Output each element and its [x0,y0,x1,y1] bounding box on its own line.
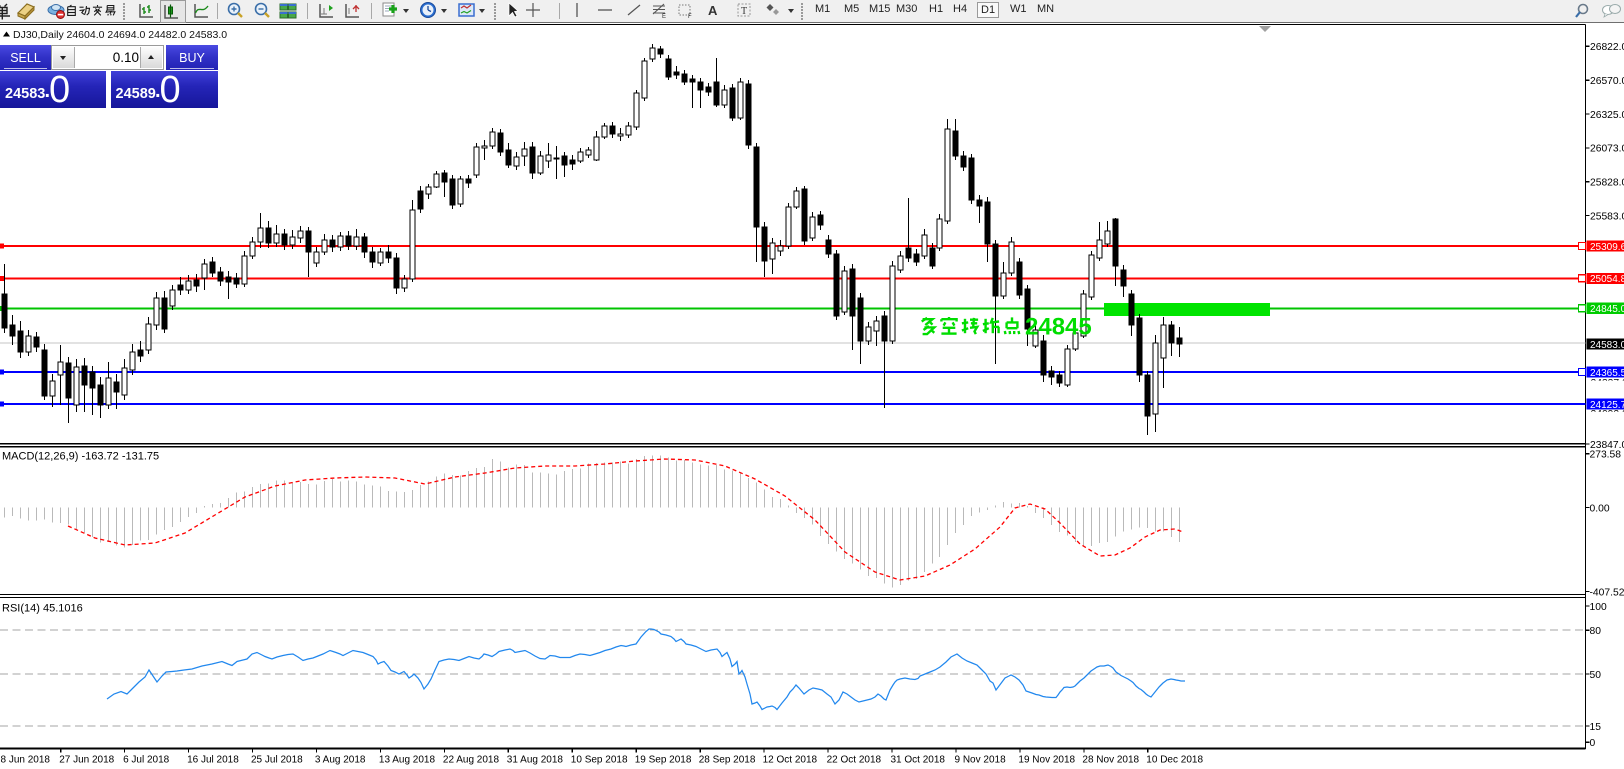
svg-text:MACD(12,26,9) -163.72 -131.75: MACD(12,26,9) -163.72 -131.75 [2,451,159,463]
svg-text:-407.52: -407.52 [1590,587,1624,598]
svg-text:T: T [741,6,747,17]
svg-text:F: F [688,14,692,20]
svg-text:50: 50 [1590,670,1602,681]
svg-text:12 Oct 2018: 12 Oct 2018 [763,755,818,766]
svg-text:13 Aug 2018: 13 Aug 2018 [379,755,436,766]
svg-text:24337.0: 24337.0 [1591,378,1624,389]
svg-text:6 Jul 2018: 6 Jul 2018 [123,755,170,766]
svg-text:0: 0 [1590,738,1596,749]
svg-text:26822.0: 26822.0 [1590,42,1624,53]
svg-text:31 Oct 2018: 31 Oct 2018 [891,755,946,766]
svg-text:80: 80 [1590,626,1602,637]
svg-text:22 Aug 2018: 22 Aug 2018 [443,755,500,766]
svg-text:273.58: 273.58 [1590,450,1622,461]
svg-text:31 Aug 2018: 31 Aug 2018 [507,755,564,766]
svg-text:25828.0: 25828.0 [1590,178,1624,189]
svg-text:28 Nov 2018: 28 Nov 2018 [1082,755,1139,766]
svg-text:26073.0: 26073.0 [1590,144,1624,155]
svg-text:22 Oct 2018: 22 Oct 2018 [827,755,882,766]
svg-text:10 Dec 2018: 10 Dec 2018 [1146,755,1203,766]
svg-text:26570.0: 26570.0 [1590,76,1624,87]
svg-text:E: E [662,14,666,20]
svg-text:24365.5: 24365.5 [1590,368,1624,379]
svg-text:23847.0: 23847.0 [1590,440,1624,451]
svg-text:10 Sep 2018: 10 Sep 2018 [571,755,628,766]
svg-text:8 Jun 2018: 8 Jun 2018 [1,755,51,766]
svg-text:24845: 24845 [1025,314,1092,341]
svg-text:25 Jul 2018: 25 Jul 2018 [251,755,303,766]
svg-text:28 Sep 2018: 28 Sep 2018 [699,755,756,766]
svg-text:19 Sep 2018: 19 Sep 2018 [635,755,692,766]
svg-text:DJ30,Daily: DJ30,Daily [13,29,65,41]
svg-text:RSI(14) 45.1016: RSI(14) 45.1016 [2,603,83,615]
svg-text:16 Jul 2018: 16 Jul 2018 [187,755,239,766]
svg-text:100: 100 [1590,602,1607,613]
svg-text:15: 15 [1590,722,1602,733]
svg-text:25309.6: 25309.6 [1590,242,1624,253]
svg-text:9 Nov 2018: 9 Nov 2018 [955,755,1007,766]
svg-text:3 Aug 2018: 3 Aug 2018 [315,755,366,766]
svg-text:25583.0: 25583.0 [1590,211,1624,222]
svg-text:24845.0: 24845.0 [1590,304,1624,315]
svg-text:19 Nov 2018: 19 Nov 2018 [1018,755,1075,766]
svg-text:24583.0: 24583.0 [1590,340,1624,351]
svg-text:27 Jun 2018: 27 Jun 2018 [59,755,114,766]
svg-text:24092.0: 24092.0 [1591,409,1624,420]
svg-text:24125.7: 24125.7 [1590,400,1624,411]
svg-text:26325.0: 26325.0 [1590,110,1624,121]
svg-text:24604.0 24694.0 24482.0 24583.: 24604.0 24694.0 24482.0 24583.0 [67,29,228,41]
svg-text:0.00: 0.00 [1590,503,1610,514]
svg-text:25054.8: 25054.8 [1590,274,1624,285]
